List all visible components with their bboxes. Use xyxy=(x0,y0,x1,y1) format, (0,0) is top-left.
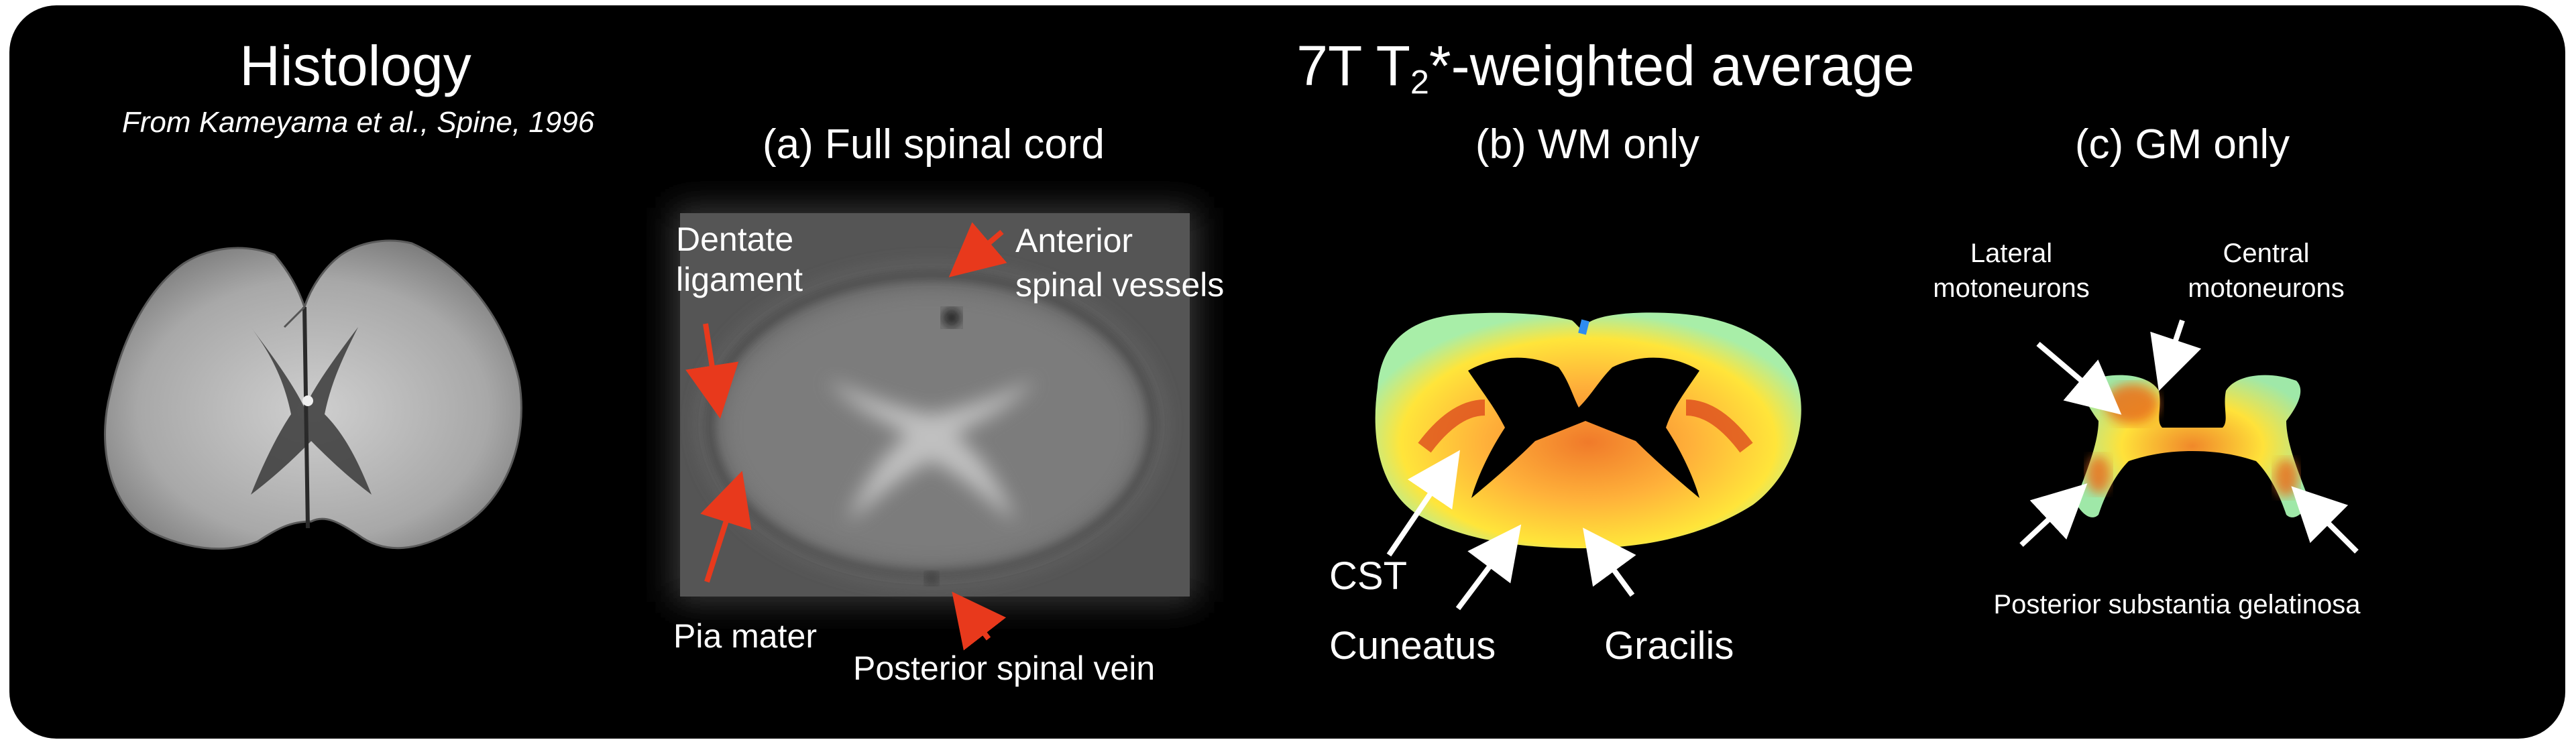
panel-c-title: (c) GM only xyxy=(2074,121,2290,168)
label-cuneatus: Cuneatus xyxy=(1329,624,1496,668)
label-anterior-line2: spinal vessels xyxy=(1015,266,1225,304)
label-posterior-vein: Posterior spinal vein xyxy=(853,649,1156,687)
gracilis-arrow xyxy=(1583,527,1636,597)
mri-full-cord-image xyxy=(673,208,1196,602)
histology-citation: From Kameyama et al., Spine, 1996 xyxy=(121,106,595,139)
dentate-arrow xyxy=(685,323,739,419)
label-central-line1: Central xyxy=(2223,239,2310,268)
cuneatus-arrow xyxy=(1455,524,1522,611)
central-motoneurons-arrow xyxy=(2150,319,2202,391)
figure-panel: Histology From Kameyama et al., Spine, 1… xyxy=(9,5,2565,739)
posterior-vein-arrow xyxy=(952,591,1007,651)
label-anterior-line1: Anterior xyxy=(1015,222,1133,259)
label-posterior-sg: Posterior substantia gelatinosa xyxy=(1993,590,2361,619)
histology-image xyxy=(104,239,522,550)
label-pia-mater: Pia mater xyxy=(673,617,817,655)
label-dentate-line2: ligament xyxy=(676,261,803,298)
panel-b-title: (b) WM only xyxy=(1475,121,1700,168)
panel-a-title: (a) Full spinal cord xyxy=(763,121,1105,168)
lateral-motoneurons-arrow xyxy=(2036,341,2122,415)
pia-mater-arrow xyxy=(700,471,752,583)
anterior-vessels-arrow xyxy=(948,222,1007,277)
gm-heatmap xyxy=(2075,375,2310,517)
wm-white-arrows xyxy=(1386,450,1636,611)
main-title-suffix: *-weighted average xyxy=(1429,34,1915,97)
red-arrows xyxy=(685,222,1007,651)
cst-arrow xyxy=(1386,450,1460,557)
label-lateral-line1: Lateral xyxy=(1970,239,2053,268)
main-title: 7T T2*-weighted average xyxy=(1296,34,1914,99)
label-dentate-line1: Dentate xyxy=(676,221,794,258)
label-central-line2: motoneurons xyxy=(2188,273,2345,303)
sg-right-arrow xyxy=(2291,486,2359,554)
figure-graphics xyxy=(104,208,2359,651)
main-title-prefix: 7T T xyxy=(1296,34,1410,97)
main-title-subscript: 2 xyxy=(1410,62,1429,101)
gm-white-arrows xyxy=(2019,319,2359,554)
wm-heatmap xyxy=(1375,312,1801,548)
histology-title: Histology xyxy=(239,34,471,97)
label-cst: CST xyxy=(1329,554,1407,598)
sg-left-arrow xyxy=(2019,483,2088,547)
label-lateral-line2: motoneurons xyxy=(1933,273,2090,303)
label-gracilis: Gracilis xyxy=(1604,624,1734,668)
